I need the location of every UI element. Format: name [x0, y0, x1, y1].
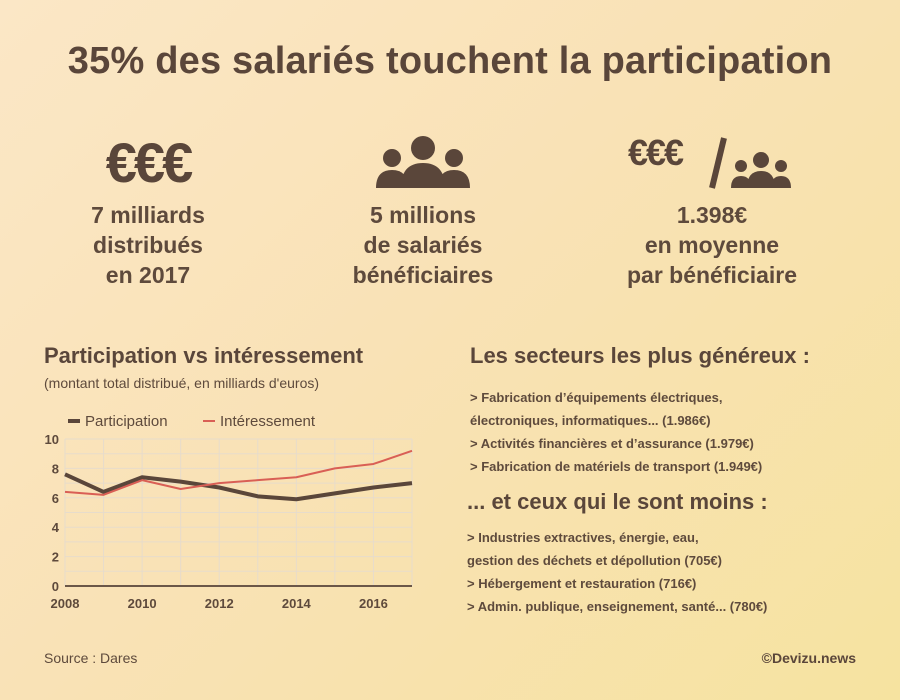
sectors-less-title: ... et ceux qui le sont moins : [467, 489, 768, 514]
y-tick-label: 8 [52, 461, 59, 476]
source-note: Source : Dares [44, 650, 138, 666]
euros-icon: €€€ [18, 130, 278, 200]
stat-line: en moyenne [644, 232, 780, 258]
stat-line: de salariés [363, 232, 483, 258]
list-item: > Fabrication d’équipements électriques, [470, 390, 723, 405]
stat-line: 7 milliards [91, 202, 205, 228]
y-tick-label: 2 [52, 550, 59, 565]
y-tick-label: 4 [52, 520, 60, 535]
list-item: électroniques, informatiques... (1.986€) [470, 413, 711, 428]
stat-line: distribués [93, 232, 203, 258]
stat-beneficiaries: 5 millions de salariés bénéficiaires [293, 130, 553, 290]
x-tick-label: 2008 [51, 596, 80, 611]
x-tick-label: 2014 [282, 596, 312, 611]
list-item: > Admin. publique, enseignement, santé..… [467, 599, 768, 614]
credit: ©Devizu.news [761, 650, 856, 666]
sectors-less-list: > Industries extractives, énergie, eau, … [467, 526, 767, 618]
chart-title: Participation vs intéressement [44, 343, 364, 368]
chart-subtitle: (montant total distribué, en milliards d… [44, 375, 320, 391]
people-icon-graphic [376, 136, 470, 188]
stat-line: par bénéficiaire [626, 262, 798, 288]
legend-label: Participation [85, 413, 168, 430]
list-item: > Activités financières et d’assurance (… [470, 436, 754, 451]
stat-line: bénéficiaires [352, 262, 494, 288]
y-tick-label: 10 [45, 432, 59, 447]
x-tick-label: 2016 [359, 596, 388, 611]
stat-line: 1.398€ [676, 202, 748, 228]
legend-label: Intéressement [220, 413, 316, 430]
y-tick-label: 6 [52, 491, 59, 506]
euros-symbol-small: €€€ [628, 132, 684, 173]
stat-line: en 2017 [105, 262, 191, 288]
euros-symbol: €€€ [105, 131, 193, 194]
x-tick-label: 2010 [128, 596, 157, 611]
list-item: > Fabrication de matériels de transport … [470, 459, 763, 474]
people-icon [293, 130, 553, 200]
list-item: > Hébergement et restauration (716€) [467, 576, 697, 591]
page-title: 35% des salariés touchent la participati… [67, 40, 833, 82]
sectors-generous-list: > Fabrication d’équipements électriques,… [470, 386, 762, 478]
list-item: gestion des déchets et dépollution (705€… [467, 553, 722, 568]
series-line-participation [64, 472, 413, 502]
sectors-generous-title: Les secteurs les plus généreux : [470, 343, 810, 368]
stat-average: €€€ 1.398€ en moyenne par bénéficiaire [582, 130, 842, 290]
stat-total-distributed: €€€ 7 milliards distribués en 2017 [18, 130, 278, 290]
x-tick-label: 2012 [205, 596, 234, 611]
line-chart: 0 2 4 6 8 10 2008 2010 2012 2014 2016 Participation… [45, 413, 413, 611]
series-line-intéressement [64, 449, 413, 496]
y-tick-label: 0 [52, 579, 59, 594]
euros-per-person-icon: €€€ [582, 130, 842, 200]
stat-line: 5 millions [369, 202, 477, 228]
per-person-icon-graphic [709, 137, 791, 189]
list-item: > Industries extractives, énergie, eau, [467, 530, 699, 545]
